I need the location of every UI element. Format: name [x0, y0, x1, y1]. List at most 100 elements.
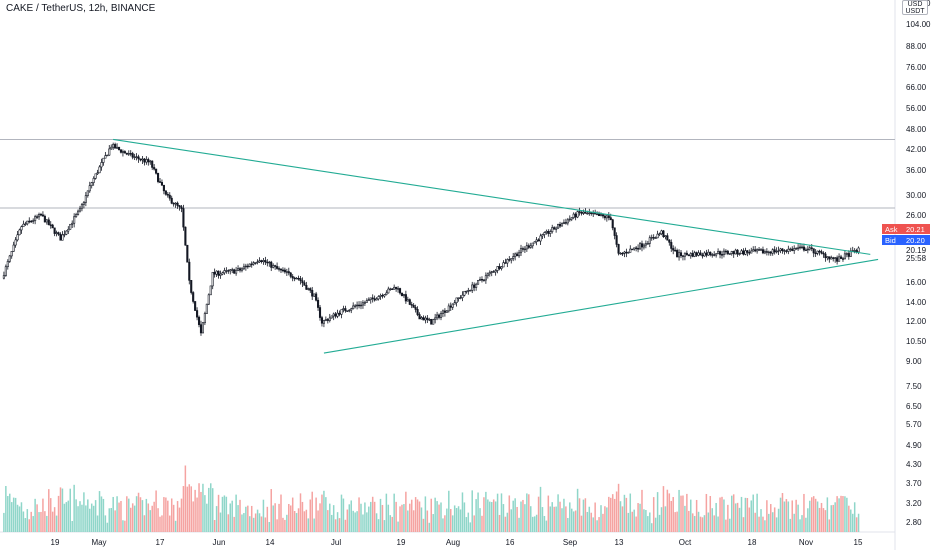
volume-bar-237: [465, 517, 468, 532]
candle-body-20: [41, 214, 44, 217]
candle-body-111: [219, 273, 222, 276]
volume-bar-64: [128, 498, 130, 532]
candle-body-205: [402, 294, 405, 297]
volume-bar-49: [98, 491, 101, 532]
volume-bar-25: [51, 511, 54, 532]
candle-body-291: [570, 217, 573, 220]
volume-bar-418: [818, 507, 821, 532]
volume-bar-175: [344, 519, 347, 532]
volume-bar-421: [824, 510, 827, 532]
volume-bar-212: [416, 499, 419, 532]
volume-bar-317: [621, 506, 624, 532]
candle-body-162: [318, 307, 322, 318]
horizontal-lines[interactable]: [0, 138, 895, 209]
candle-body-292: [572, 213, 575, 218]
volume-bar-422: [826, 497, 829, 532]
volume-bar-178: [350, 500, 352, 532]
volume-bar-432: [846, 497, 848, 532]
candle-body-9: [20, 226, 23, 231]
candle-body-173: [340, 309, 343, 315]
volume-bar-364: [713, 515, 715, 532]
y-tick-label-1: 104.00: [906, 20, 931, 29]
volume-bar-94: [186, 486, 189, 532]
candle-body-13: [28, 220, 31, 223]
candle-body-346: [678, 252, 681, 258]
candle-body-218: [428, 319, 431, 321]
candle-body-388: [759, 249, 763, 251]
candle-body-5: [12, 244, 15, 252]
volume-bar-38: [77, 506, 79, 532]
volume-bar-339: [664, 506, 667, 532]
candle-body-372: [728, 253, 731, 255]
volume-bar-190: [373, 501, 376, 532]
candle-body-397: [777, 250, 780, 252]
x-tick-label-11: Oct: [679, 538, 692, 547]
volume-bar-417: [816, 501, 819, 532]
volume-bar-203: [399, 506, 401, 532]
volume-bar-59: [118, 502, 120, 532]
candle-body-83: [164, 190, 167, 195]
candle-body-253: [496, 266, 499, 271]
volume-bar-28: [57, 495, 60, 532]
volume-bar-324: [635, 516, 637, 532]
candle-body-315: [617, 244, 620, 254]
candle-body-278: [545, 231, 548, 233]
volume-bar-22: [46, 515, 48, 532]
volume-bar-416: [814, 498, 817, 532]
volume-bar-290: [569, 502, 571, 532]
currency-selector[interactable]: USD USDT: [902, 0, 928, 15]
volume-bar-391: [766, 500, 768, 532]
volume-bar-435: [851, 513, 854, 532]
candle-body-232: [455, 297, 458, 303]
trendlines[interactable]: [113, 138, 879, 354]
candle-body-305: [598, 213, 601, 217]
y-tick-label-22: 5.70: [906, 420, 922, 429]
volume-bar-264: [518, 517, 520, 532]
volume-bar-26: [53, 507, 56, 532]
candle-body-172: [338, 312, 341, 315]
volume-bar-358: [701, 517, 704, 532]
ask-value: 20.21: [906, 225, 925, 234]
volume-bar-27: [55, 515, 58, 532]
candle-body-264: [518, 252, 521, 257]
x-tick-label-0: 19: [51, 538, 60, 547]
candle-body-431: [843, 253, 846, 260]
candle-body-374: [732, 251, 735, 255]
volume-bar-118: [233, 516, 235, 532]
candle-body-56: [112, 144, 115, 148]
candle-body-183: [359, 304, 363, 307]
candle-body-297: [582, 211, 585, 214]
volume-bar-189: [371, 496, 374, 532]
candle-body-94: [186, 244, 189, 263]
candle-body-422: [826, 256, 829, 259]
candle-body-158: [311, 290, 314, 297]
volume-bar-338: [662, 486, 665, 532]
volume-bar-307: [602, 513, 604, 532]
candle-body-223: [437, 314, 441, 318]
volume-bar-408: [799, 519, 801, 532]
volume-bar-399: [781, 493, 784, 532]
volume-bar-44: [89, 508, 91, 532]
volume-bar-205: [403, 504, 405, 532]
candle-body-250: [490, 271, 493, 273]
volume-bar-255: [500, 493, 503, 532]
volume-bar-29: [59, 487, 62, 532]
volume-bar-230: [451, 515, 454, 532]
y-axis[interactable]: 150.00104.0088.0076.0066.0056.0048.0042.…: [906, 0, 931, 527]
volume-bar-295: [578, 498, 581, 532]
candle-body-204: [400, 292, 404, 297]
candle-body-153: [301, 280, 304, 284]
candle-body-407: [797, 247, 800, 250]
candle-body-147: [289, 272, 292, 277]
candle-body-330: [646, 243, 649, 245]
volume-bar-434: [850, 509, 852, 532]
candle-body-109: [215, 270, 218, 275]
currency-bottom: USDT: [905, 8, 925, 15]
x-axis[interactable]: 19 May 17 Jun 14 Jul 19 Aug 16 Sep 13 Oct 18 Nov 15: [51, 538, 863, 547]
candle-body-404: [791, 248, 794, 251]
volume-bar-81: [161, 515, 163, 532]
volume-bar-96: [190, 486, 192, 532]
candle-body-206: [404, 294, 407, 302]
volume-bar-308: [604, 506, 606, 532]
